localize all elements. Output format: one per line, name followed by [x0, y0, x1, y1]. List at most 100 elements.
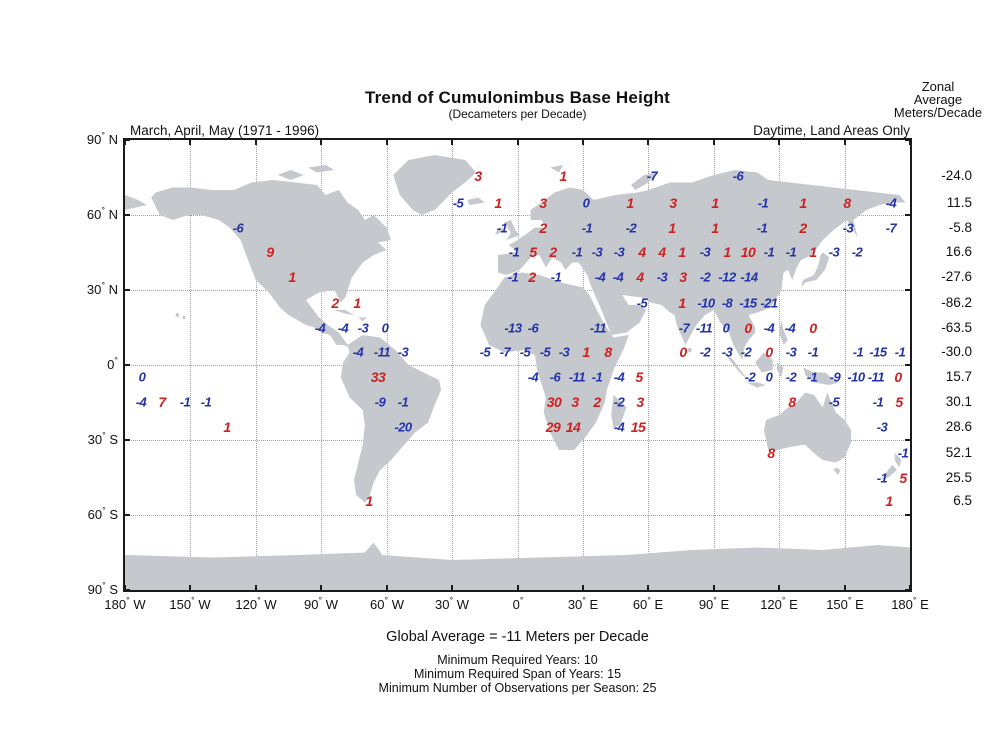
grid-line-horizontal: [125, 215, 910, 216]
landmass: [630, 172, 658, 190]
landmass: [504, 220, 520, 240]
trend-value: 2: [549, 244, 557, 260]
grid-line-vertical: [648, 140, 649, 590]
trend-value: 4: [636, 269, 644, 285]
axis-tick-top: [713, 140, 715, 145]
lat-axis-label: 30° S: [87, 430, 118, 447]
trend-value: -4: [527, 369, 539, 385]
grid-line-vertical: [714, 140, 715, 590]
trend-value: 8: [788, 394, 796, 410]
axis-tick-bottom: [778, 585, 780, 590]
trend-value: 5: [895, 394, 903, 410]
trend-value: 0: [381, 320, 389, 336]
trend-value: -11: [589, 320, 607, 336]
landmass: [611, 395, 627, 428]
axis-tick-right: [905, 214, 910, 216]
zonal-average-value: 28.6: [945, 419, 972, 434]
trend-value: 1: [365, 493, 373, 509]
axis-tick-left: [125, 589, 130, 591]
axis-tick-top: [320, 140, 322, 145]
trend-value: 3: [669, 195, 677, 211]
trend-value: 0: [894, 369, 902, 385]
axis-tick-top: [582, 140, 584, 145]
trend-value: -3: [721, 344, 733, 360]
zonal-average-header: Zonal Average Meters/Decade: [858, 80, 1008, 119]
landmass: [881, 465, 897, 480]
trend-value: -1: [807, 344, 819, 360]
trend-value: 1: [711, 220, 719, 236]
trend-value: -1: [508, 244, 520, 260]
trend-value: -1: [200, 394, 212, 410]
trend-value: 2: [799, 220, 807, 236]
trend-value: -2: [851, 244, 863, 260]
trend-value: -3: [699, 244, 711, 260]
lon-axis-label: 150° E: [826, 595, 864, 612]
zonal-average-value: -24.0: [941, 168, 972, 183]
trend-value: -5: [519, 344, 531, 360]
footer-note-2: Minimum Required Span of Years: 15: [413, 667, 622, 681]
landmass: [763, 392, 852, 463]
trend-value: -2: [744, 369, 756, 385]
plot-area: 3 1 -7 -6 -5 1 3 0 1 3 1 -1 1 8 -4 -6 -1 2 -1 -2 1 1 -1 2 -3 -7 9-…: [123, 138, 912, 592]
trend-value: -3: [656, 269, 668, 285]
landmass: [308, 165, 335, 173]
trend-value: 1: [582, 344, 590, 360]
axis-tick-top: [386, 140, 388, 145]
trend-value: 1: [668, 220, 676, 236]
trend-value: 9: [266, 244, 274, 260]
trend-value: 0: [765, 369, 773, 385]
trend-value: -4: [885, 195, 897, 211]
zonal-average-value: -27.6: [941, 269, 972, 284]
axis-tick-left: [125, 364, 130, 366]
zonal-average-value: -5.8: [948, 220, 972, 235]
trend-value: -5: [479, 344, 491, 360]
landmass: [358, 317, 368, 322]
trend-value: 0: [809, 320, 817, 336]
lon-axis-label: 180° W: [104, 595, 146, 612]
lon-axis-label: 150° W: [169, 595, 211, 612]
trend-value: -1: [550, 269, 562, 285]
zonal-average-value: -86.2: [941, 295, 972, 310]
trend-value: -3: [591, 244, 603, 260]
trend-value: 3: [474, 168, 482, 184]
trend-value: 3: [636, 394, 644, 410]
trend-value: -11: [867, 369, 885, 385]
trend-value: -2: [785, 369, 797, 385]
lat-axis-label: 90° N: [86, 130, 118, 147]
trend-value: -4: [594, 269, 606, 285]
axis-tick-bottom: [582, 585, 584, 590]
trend-value: -1: [591, 369, 603, 385]
landmass: [125, 195, 147, 210]
trend-value: 7: [158, 394, 166, 410]
zonal-average-value: 30.1: [945, 394, 972, 409]
chart-subtitle: (Decameters per Decade): [448, 107, 587, 121]
trend-value: -13: [504, 320, 522, 336]
grid-line-vertical: [452, 140, 453, 590]
trend-value: -4: [612, 269, 624, 285]
trend-value: -10: [847, 369, 865, 385]
trend-value: 2: [331, 295, 339, 311]
lon-axis-label: 30° E: [567, 595, 599, 612]
lon-axis-label: 180° E: [891, 595, 929, 612]
zonal-header-line1: Zonal: [921, 79, 955, 94]
world-map: [125, 155, 910, 590]
trend-value: 0: [722, 320, 730, 336]
trend-value: -1: [496, 220, 508, 236]
trend-value: -4: [314, 320, 326, 336]
grid-line-vertical: [518, 140, 519, 590]
grid-line-vertical: [321, 140, 322, 590]
axis-tick-bottom: [255, 585, 257, 590]
lon-axis-label: 60° W: [370, 595, 404, 612]
footer-note-1: Minimum Required Years: 10: [437, 653, 598, 667]
axis-tick-left: [125, 214, 130, 216]
trend-value: -1: [785, 244, 797, 260]
zonal-average-value: 15.7: [945, 369, 972, 384]
trend-value: 5: [899, 470, 907, 486]
trend-value: -4: [784, 320, 796, 336]
trend-value: 1: [494, 195, 502, 211]
trend-value: -1: [581, 220, 593, 236]
trend-value: 8: [604, 344, 612, 360]
scope-label: Daytime, Land Areas Only: [753, 123, 910, 138]
trend-value: 1: [678, 244, 686, 260]
